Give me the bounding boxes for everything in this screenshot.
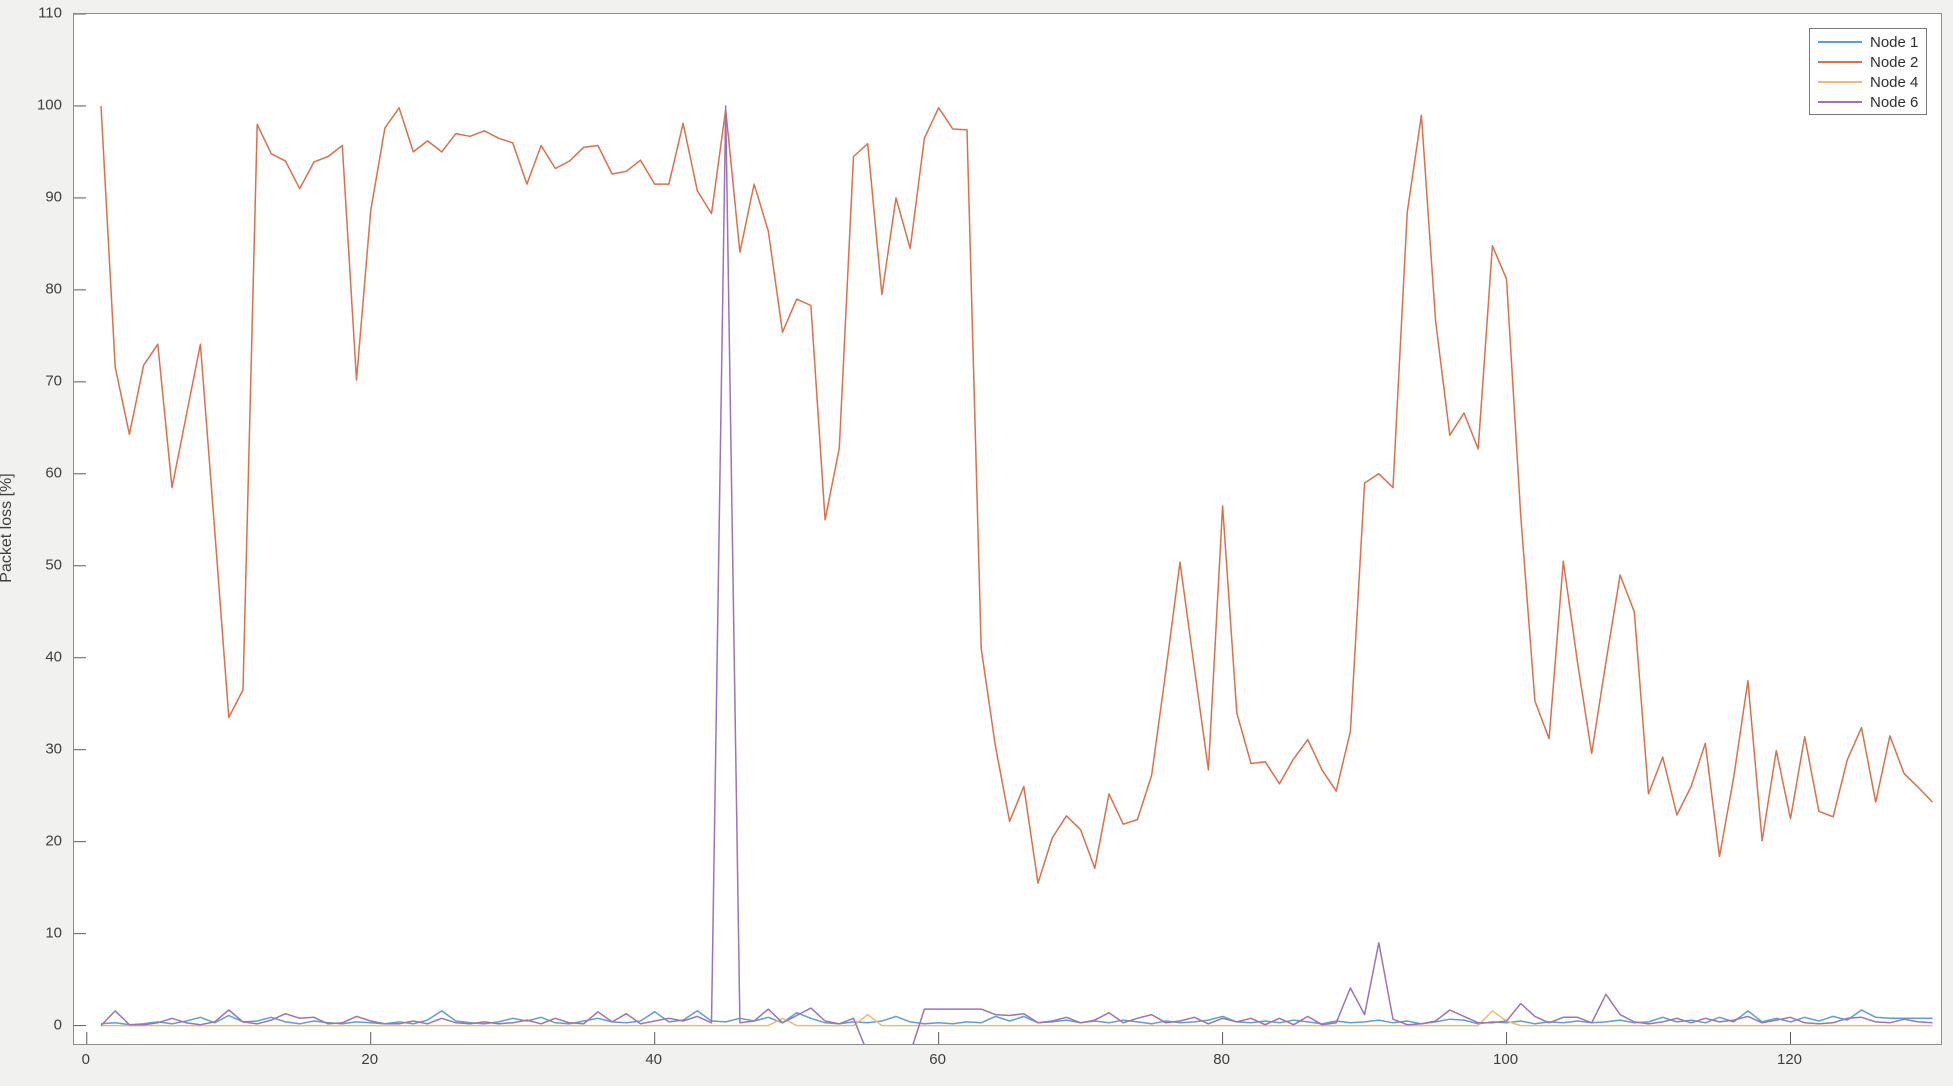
- x-tick-label: 120: [1776, 1051, 1803, 1068]
- series-line-node-6: [100, 105, 1933, 1044]
- y-tick-label: 0: [53, 1016, 62, 1034]
- x-tick-label: 60: [929, 1051, 946, 1068]
- series-line-node-2: [100, 105, 1934, 884]
- x-tick-label: 100: [1493, 1051, 1519, 1068]
- legend: Node 1 Node 2 Node 4 Node 6: [1809, 28, 1927, 115]
- y-tick-label: 30: [45, 740, 62, 758]
- legend-item-node-6: Node 6: [1810, 92, 1926, 112]
- x-tick-label: 80: [1213, 1051, 1230, 1068]
- y-tick-label: 40: [45, 648, 62, 666]
- x-tick-label: 20: [361, 1051, 379, 1068]
- series-line-node-4: [101, 1010, 1933, 1027]
- y-tick-label: 70: [45, 372, 62, 390]
- legend-label: Node 1: [1870, 33, 1919, 51]
- legend-line-sample: [1818, 81, 1862, 83]
- y-tick-label: 100: [36, 96, 62, 114]
- legend-item-node-1: Node 1: [1810, 32, 1926, 52]
- y-tick-label: 10: [45, 924, 62, 942]
- legend-label: Node 6: [1870, 93, 1919, 111]
- legend-label: Node 4: [1870, 73, 1919, 91]
- y-tick-label: 90: [45, 188, 62, 206]
- legend-line-sample: [1818, 61, 1862, 63]
- x-tick-label: 0: [81, 1051, 90, 1068]
- y-tick-label: 80: [45, 280, 62, 298]
- y-tick-label: 60: [45, 464, 62, 482]
- legend-line-sample: [1818, 101, 1862, 103]
- y-tick-label: 110: [38, 4, 62, 22]
- legend-item-node-2: Node 2: [1810, 52, 1926, 72]
- chart-svg: [74, 14, 1934, 1044]
- y-tick-label: 20: [45, 832, 62, 850]
- legend-line-sample: [1818, 41, 1862, 43]
- legend-item-node-4: Node 4: [1810, 72, 1926, 92]
- y-tick-label: 50: [45, 556, 62, 574]
- legend-label: Node 2: [1870, 53, 1919, 71]
- plot-area: [73, 13, 1942, 1045]
- x-tick-label: 40: [645, 1051, 663, 1068]
